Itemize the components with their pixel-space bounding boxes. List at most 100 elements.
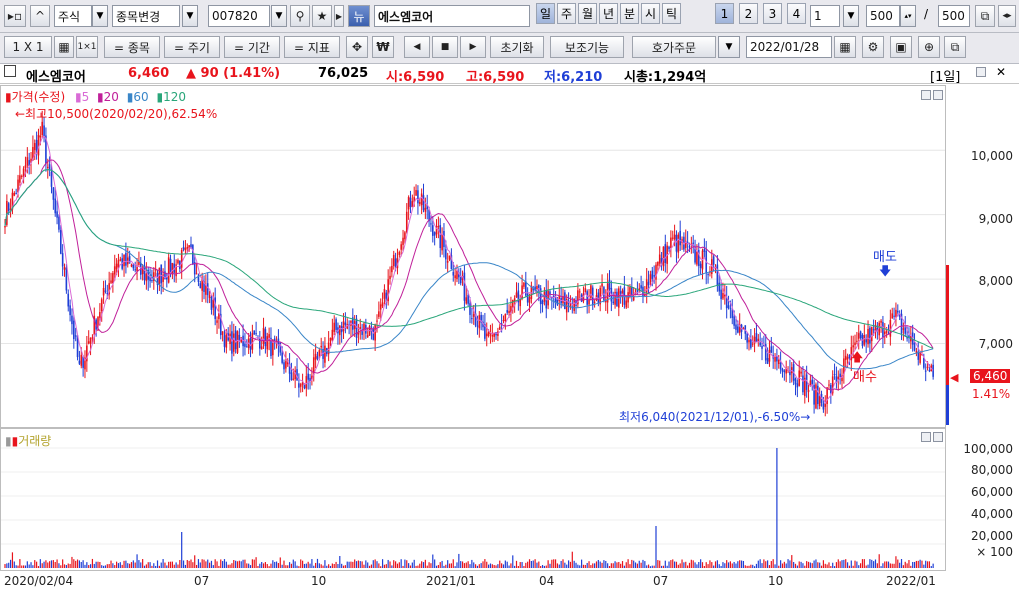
candle-body <box>329 337 332 342</box>
interval-input[interactable]: 1 <box>810 5 840 27</box>
period-button[interactable]: = 기간 <box>224 36 280 58</box>
period-num-2[interactable]: 2 <box>739 3 758 24</box>
new-window-icon[interactable]: ⧉ <box>944 36 966 58</box>
candle-body <box>180 250 183 268</box>
candle-body <box>525 281 527 296</box>
candle-body <box>813 384 815 405</box>
period-num-1[interactable]: 1 <box>715 3 734 24</box>
grid-icon[interactable]: ▦ <box>54 36 74 58</box>
count-input[interactable]: 500 <box>866 5 900 27</box>
candle-body <box>52 187 55 200</box>
next-icon[interactable]: ▶ <box>460 36 486 58</box>
candle-body <box>100 299 103 312</box>
candle-body <box>796 383 799 388</box>
price-pane-restore-icon[interactable] <box>921 90 931 100</box>
expand-icon[interactable]: ◂▸ <box>998 5 1016 27</box>
play-icon[interactable]: ▶ <box>334 5 344 27</box>
count-spinner[interactable]: ▴▾ <box>900 5 916 27</box>
period-minute[interactable]: 분 <box>620 3 639 24</box>
period-year[interactable]: 년 <box>599 3 618 24</box>
reset-button[interactable]: 초기화 <box>490 36 544 58</box>
search-icon[interactable]: ⚲ <box>290 5 310 27</box>
candle-body <box>510 306 512 314</box>
close-icon[interactable]: ✕ <box>996 65 1007 79</box>
price-chart[interactable] <box>1 86 945 427</box>
cycle-button[interactable]: = 주기 <box>164 36 220 58</box>
news-button[interactable]: 뉴 <box>348 5 370 27</box>
candle-body <box>828 384 830 386</box>
candle-body <box>582 293 585 302</box>
volume-pane-close-icon[interactable] <box>933 432 943 442</box>
candle-body <box>171 263 174 275</box>
prev-icon[interactable]: ◀ <box>404 36 430 58</box>
candle-body <box>818 396 821 407</box>
items-button[interactable]: = 종목 <box>104 36 160 58</box>
period-num-4[interactable]: 4 <box>787 3 806 24</box>
candle-body <box>653 275 655 277</box>
calendar-icon[interactable]: ▦ <box>834 36 856 58</box>
settings-icon[interactable]: ⚙ <box>862 36 884 58</box>
period-day[interactable]: 일 <box>536 3 555 24</box>
candle-body <box>738 324 741 333</box>
first-icon[interactable]: ▸▫ <box>4 5 26 27</box>
period-num-3[interactable]: 3 <box>763 3 782 24</box>
x-label-0: 2020/02/04 <box>4 574 74 588</box>
info-checkbox[interactable] <box>4 65 16 77</box>
volume-chart[interactable] <box>1 429 945 570</box>
add-window-icon[interactable]: ⧉ <box>975 5 995 27</box>
change-item-select[interactable]: 종목변경 <box>112 5 180 27</box>
candle-body <box>539 288 542 305</box>
candle-body <box>761 346 763 349</box>
candle-body <box>472 314 475 317</box>
up-arrow-icon[interactable]: ^ <box>30 5 50 27</box>
change-item-dropdown[interactable]: ▼ <box>182 5 198 27</box>
asset-type-dropdown[interactable]: ▼ <box>92 5 108 27</box>
aux-button[interactable]: 보조기능 <box>550 36 624 58</box>
candle-body <box>770 346 773 353</box>
period-month[interactable]: 월 <box>578 3 597 24</box>
stock-code-input[interactable]: 007820 <box>208 5 270 27</box>
won-button[interactable]: ₩ <box>372 36 394 58</box>
candle-body <box>218 313 220 320</box>
date-input[interactable]: 2022/01/28 <box>746 36 832 58</box>
move-icon[interactable]: ✥ <box>346 36 368 58</box>
low-note: 최저6,040(2021/12/01),-6.50%→ <box>619 410 811 424</box>
y-tick-8000: 8,000 <box>978 274 1013 288</box>
restore-icon[interactable] <box>976 67 986 77</box>
period-hour[interactable]: 시 <box>641 3 660 24</box>
candle-body <box>831 376 834 394</box>
candle-body <box>91 337 94 339</box>
save-icon[interactable]: ▣ <box>890 36 912 58</box>
order-dropdown[interactable]: ▼ <box>718 36 740 58</box>
period-week[interactable]: 주 <box>557 3 576 24</box>
stop-icon[interactable]: ■ <box>432 36 458 58</box>
interval-dropdown[interactable]: ▼ <box>843 5 859 27</box>
volume-pane[interactable]: ▮▮거래량 <box>0 428 946 571</box>
indicator-button[interactable]: = 지표 <box>284 36 340 58</box>
x-label-4: 04 <box>539 574 555 588</box>
candle-body <box>240 337 243 343</box>
zoom-icon[interactable]: ⊕ <box>918 36 940 58</box>
candle-body <box>800 371 802 374</box>
candle-body <box>856 340 858 342</box>
price-pane-close-icon[interactable] <box>933 90 943 100</box>
stock-code-dropdown[interactable]: ▼ <box>271 5 287 27</box>
period-tick[interactable]: 틱 <box>662 3 681 24</box>
candle-body <box>644 295 646 297</box>
order-button[interactable]: 호가주문 <box>632 36 716 58</box>
price-pane[interactable]: ▮가격(수정) ▮5 ▮20 ▮60 ▮120 ←최고10,500(2020/0… <box>0 85 946 428</box>
x-axis <box>0 571 1019 599</box>
candle-body <box>80 354 83 366</box>
candle-body <box>885 331 888 333</box>
candle-body <box>342 321 345 332</box>
candle-body <box>210 296 213 310</box>
candle-body <box>562 296 564 304</box>
layout-button[interactable]: 1 X 1 <box>4 36 52 58</box>
candle-body <box>733 316 735 326</box>
candle-body <box>500 323 503 325</box>
asset-type-select[interactable]: 주식 <box>54 5 92 27</box>
star-icon[interactable]: ★ <box>312 5 332 27</box>
single-view-icon[interactable]: 1×1 <box>76 36 98 58</box>
volume-pane-restore-icon[interactable] <box>921 432 931 442</box>
candle-body <box>521 285 523 299</box>
